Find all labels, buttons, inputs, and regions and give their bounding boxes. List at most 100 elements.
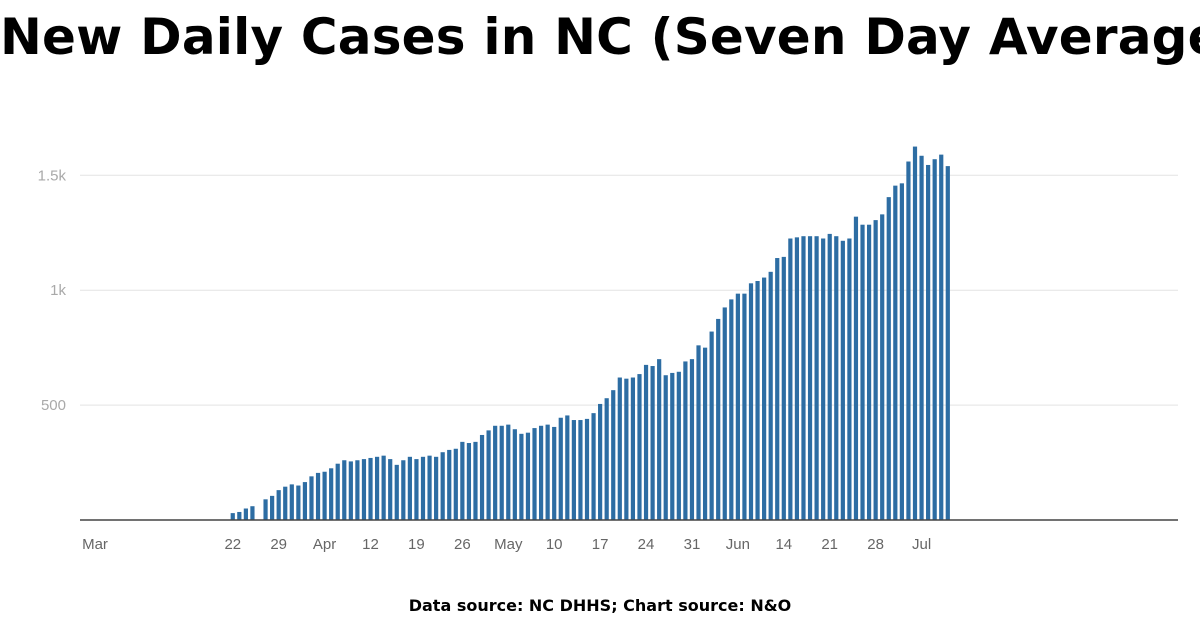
bar bbox=[847, 238, 852, 520]
bar bbox=[361, 459, 367, 520]
bar bbox=[584, 418, 590, 520]
bar bbox=[814, 236, 819, 520]
bar bbox=[939, 154, 944, 520]
grid-lines bbox=[80, 174, 1178, 406]
bar bbox=[768, 271, 773, 520]
bar bbox=[912, 146, 918, 520]
x-tick-label: 10 bbox=[546, 536, 563, 553]
source-note: Data source: NC DHHS; Chart source: N&O bbox=[408, 596, 792, 615]
bar bbox=[447, 449, 452, 520]
bar bbox=[532, 428, 537, 520]
bar bbox=[899, 183, 904, 520]
bar bbox=[519, 433, 524, 520]
bar bbox=[663, 375, 668, 520]
bar bbox=[617, 377, 622, 520]
bar bbox=[670, 372, 675, 520]
bar bbox=[598, 403, 603, 520]
x-tick-label: 29 bbox=[270, 536, 287, 553]
bar bbox=[420, 456, 426, 521]
chart-title: New Daily Cases in NC (Seven Day Average… bbox=[0, 8, 1200, 66]
bar bbox=[683, 361, 688, 520]
bar bbox=[880, 214, 885, 520]
bar bbox=[525, 432, 531, 520]
x-tick-label: 26 bbox=[454, 536, 471, 553]
x-tick-label: 31 bbox=[684, 536, 701, 553]
bar bbox=[906, 161, 911, 520]
x-tick-label: 21 bbox=[821, 536, 838, 553]
bar bbox=[565, 415, 570, 520]
bar bbox=[643, 364, 649, 520]
bar bbox=[775, 258, 780, 520]
bar bbox=[735, 293, 740, 520]
bar bbox=[512, 429, 517, 520]
bar bbox=[388, 459, 393, 520]
bar bbox=[401, 460, 406, 520]
bar bbox=[762, 277, 767, 520]
bar bbox=[742, 293, 747, 520]
bar bbox=[414, 459, 419, 520]
bar bbox=[434, 456, 439, 521]
y-tick-label: 500 bbox=[41, 397, 66, 414]
bar bbox=[243, 508, 248, 520]
bar bbox=[689, 359, 695, 520]
x-tick-label: 19 bbox=[408, 536, 425, 553]
bar bbox=[611, 390, 616, 520]
tick-labels: 500 1k 1.5k Mar 22 29 Apr 12 19 26 May 10 17 24 31 Jun 1… bbox=[38, 167, 932, 553]
x-tick-label: Jul bbox=[912, 536, 931, 553]
bar bbox=[322, 471, 327, 520]
bar bbox=[329, 468, 334, 520]
bar bbox=[860, 224, 865, 520]
bar bbox=[827, 233, 832, 520]
bar bbox=[807, 236, 813, 520]
bar bbox=[453, 448, 458, 520]
bar bbox=[696, 345, 701, 520]
bar bbox=[296, 485, 301, 520]
bar bbox=[945, 166, 950, 521]
bar bbox=[440, 452, 445, 520]
bar bbox=[348, 461, 353, 520]
bar bbox=[466, 443, 472, 520]
bar bbox=[866, 224, 872, 520]
bar bbox=[571, 420, 576, 520]
y-tick-label: 1k bbox=[50, 282, 66, 299]
bar bbox=[230, 513, 235, 520]
bar bbox=[853, 216, 859, 520]
bar bbox=[702, 347, 708, 520]
bar bbox=[270, 495, 275, 520]
bar bbox=[788, 238, 793, 520]
bar bbox=[276, 490, 281, 520]
bar bbox=[427, 455, 432, 520]
bar bbox=[368, 457, 373, 520]
bar bbox=[342, 460, 347, 520]
x-tick-label: 17 bbox=[592, 536, 609, 553]
bar bbox=[722, 307, 727, 520]
bar bbox=[394, 464, 399, 520]
bar bbox=[591, 413, 596, 520]
bar bbox=[381, 455, 386, 520]
bar bbox=[499, 425, 504, 520]
bar bbox=[473, 441, 478, 520]
bar bbox=[545, 424, 550, 520]
x-tick-label: Mar bbox=[82, 536, 108, 553]
bar bbox=[374, 456, 380, 521]
bar bbox=[657, 359, 662, 520]
bar bbox=[821, 238, 826, 520]
bar bbox=[709, 331, 714, 520]
bar bbox=[794, 237, 800, 520]
bar bbox=[460, 441, 465, 520]
bar bbox=[873, 220, 878, 521]
x-tick-label: 22 bbox=[224, 536, 241, 553]
bar bbox=[926, 164, 931, 520]
bar bbox=[309, 476, 314, 520]
x-tick-label: 28 bbox=[867, 536, 884, 553]
bar bbox=[493, 425, 498, 520]
bar bbox=[250, 506, 255, 520]
bar bbox=[263, 499, 268, 520]
bar bbox=[479, 434, 485, 520]
bar bbox=[355, 460, 360, 520]
bar bbox=[506, 424, 511, 520]
bar bbox=[624, 378, 629, 520]
bar bbox=[893, 185, 898, 520]
y-tick-label: 1.5k bbox=[38, 167, 67, 184]
